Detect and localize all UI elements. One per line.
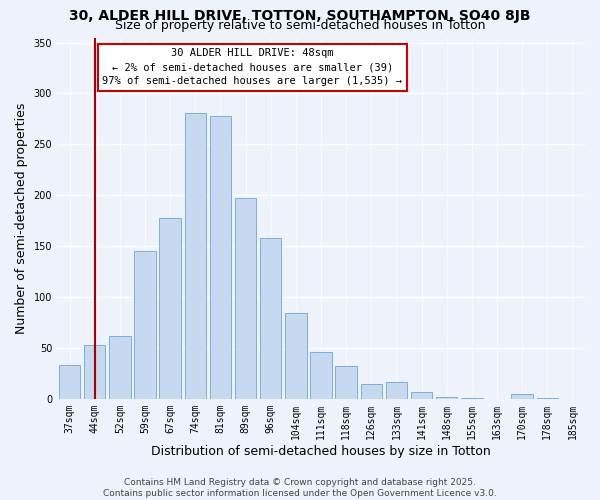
Text: 30, ALDER HILL DRIVE, TOTTON, SOUTHAMPTON, SO40 8JB: 30, ALDER HILL DRIVE, TOTTON, SOUTHAMPTO… xyxy=(69,9,531,23)
Text: Contains HM Land Registry data © Crown copyright and database right 2025.
Contai: Contains HM Land Registry data © Crown c… xyxy=(103,478,497,498)
Bar xyxy=(109,336,131,399)
Bar xyxy=(386,382,407,399)
Bar xyxy=(84,345,106,399)
Bar xyxy=(59,365,80,399)
Y-axis label: Number of semi-detached properties: Number of semi-detached properties xyxy=(15,102,28,334)
Bar xyxy=(235,198,256,399)
Bar xyxy=(536,398,558,399)
Text: 30 ALDER HILL DRIVE: 48sqm
← 2% of semi-detached houses are smaller (39)
97% of : 30 ALDER HILL DRIVE: 48sqm ← 2% of semi-… xyxy=(103,48,403,86)
Bar xyxy=(134,251,156,399)
Text: Size of property relative to semi-detached houses in Totton: Size of property relative to semi-detach… xyxy=(115,19,485,32)
X-axis label: Distribution of semi-detached houses by size in Totton: Distribution of semi-detached houses by … xyxy=(151,444,491,458)
Bar xyxy=(260,238,281,399)
Bar xyxy=(411,392,432,399)
Bar xyxy=(160,218,181,399)
Bar xyxy=(511,394,533,399)
Bar xyxy=(310,352,332,399)
Bar xyxy=(335,366,357,399)
Bar xyxy=(436,397,457,399)
Bar xyxy=(461,398,482,399)
Bar xyxy=(285,314,307,399)
Bar xyxy=(210,116,231,399)
Bar xyxy=(185,113,206,399)
Bar xyxy=(361,384,382,399)
